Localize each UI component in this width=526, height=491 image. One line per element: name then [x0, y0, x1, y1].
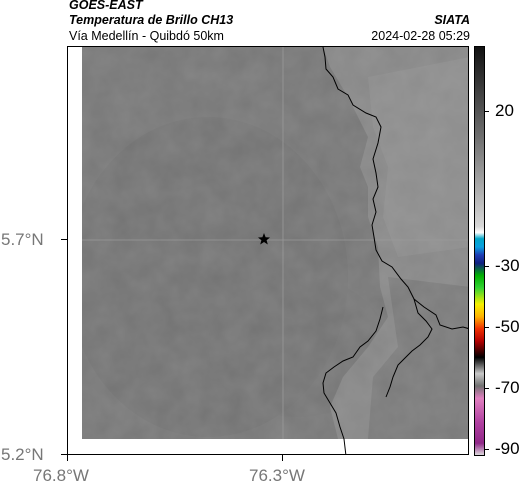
colorbar-label-20: 20 — [495, 101, 514, 120]
lon-label-76-8: 76.8°W — [33, 466, 89, 485]
lat-tick-5-2 — [61, 454, 67, 455]
lon-tick-76-8 — [67, 455, 68, 461]
colorbar-tick-m50 — [485, 327, 489, 328]
lat-label-5-7: 5.7°N — [1, 230, 44, 249]
boundary-line-east — [385, 298, 433, 398]
lat-label-5-2: 5.2°N — [1, 445, 44, 464]
org-label: SIATA — [434, 13, 470, 27]
product-title: Temperatura de Brillo CH13 — [69, 13, 234, 27]
lat-tick-5-7 — [61, 239, 67, 240]
colorbar-tick-20 — [485, 111, 489, 112]
colorbar — [474, 46, 485, 456]
colorbar-label-m90: -90 — [495, 439, 520, 458]
satellite-map — [67, 46, 469, 455]
colorbar-label-m30: -30 — [495, 256, 520, 275]
region-subtitle: Vía Medellín - Quibdó 50km — [69, 29, 224, 43]
datetime-label: 2024-02-28 05:29 — [371, 29, 470, 43]
boundary-line-upper — [322, 47, 468, 330]
colorbar-label-m50: -50 — [495, 317, 520, 336]
colorbar-tick-m30 — [485, 266, 489, 267]
satellite-title: GOES-EAST — [69, 0, 143, 12]
colorbar-tick-m70 — [485, 388, 489, 389]
lon-label-76-3: 76.3°W — [249, 466, 305, 485]
lon-tick-76-3 — [282, 455, 283, 461]
colorbar-tick-m90 — [485, 449, 489, 450]
colorbar-label-m70: -70 — [495, 378, 520, 397]
boundary-line-lower — [322, 306, 384, 454]
star-icon — [258, 233, 270, 245]
map-canvas — [82, 47, 468, 454]
